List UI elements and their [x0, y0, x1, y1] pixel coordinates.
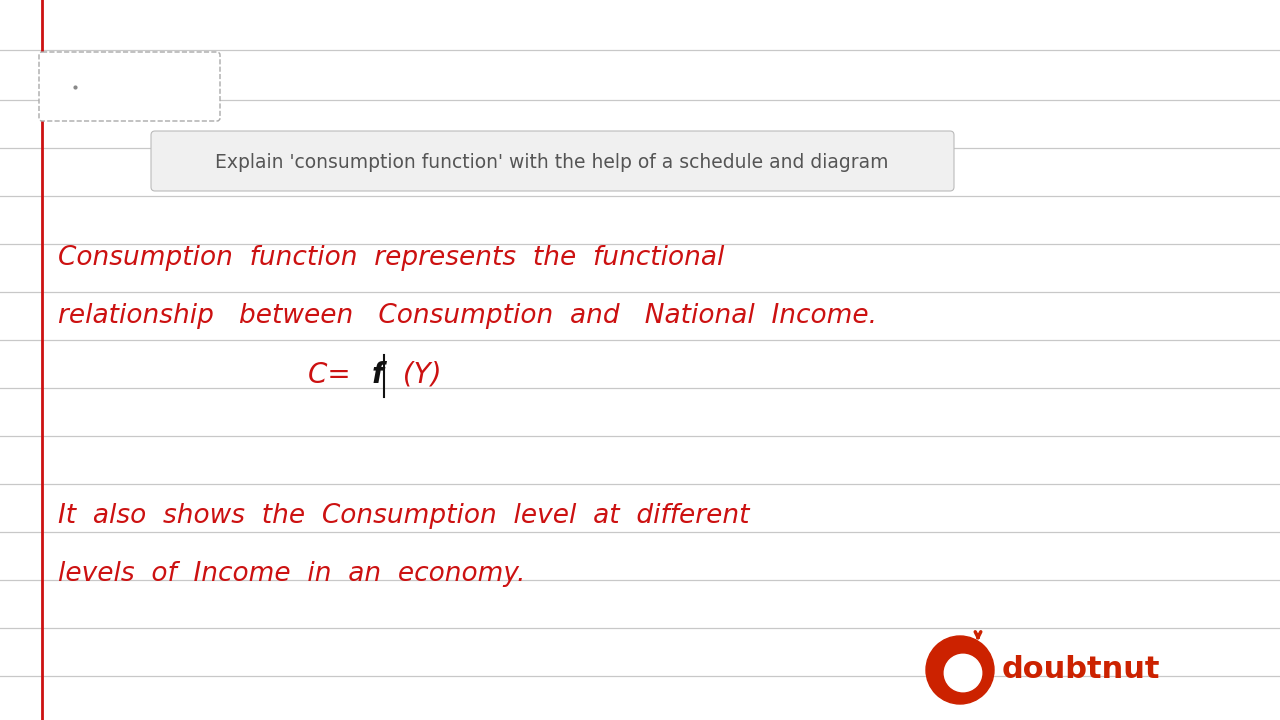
- Circle shape: [945, 654, 982, 692]
- Text: Consumption  function  represents  the  functional: Consumption function represents the func…: [58, 245, 724, 271]
- Text: f: f: [372, 361, 384, 389]
- Text: relationship   between   Consumption  and   National  Income.: relationship between Consumption and Nat…: [58, 303, 877, 329]
- Text: Explain 'consumption function' with the help of a schedule and diagram: Explain 'consumption function' with the …: [215, 153, 888, 173]
- Text: C=: C=: [308, 361, 360, 389]
- Text: levels  of  Income  in  an  economy.: levels of Income in an economy.: [58, 561, 525, 587]
- FancyBboxPatch shape: [38, 52, 220, 121]
- Text: (Y): (Y): [394, 361, 442, 389]
- Text: doubtnut: doubtnut: [1002, 655, 1161, 685]
- Circle shape: [925, 636, 995, 704]
- FancyBboxPatch shape: [151, 131, 954, 191]
- Text: It  also  shows  the  Consumption  level  at  different: It also shows the Consumption level at d…: [58, 503, 750, 529]
